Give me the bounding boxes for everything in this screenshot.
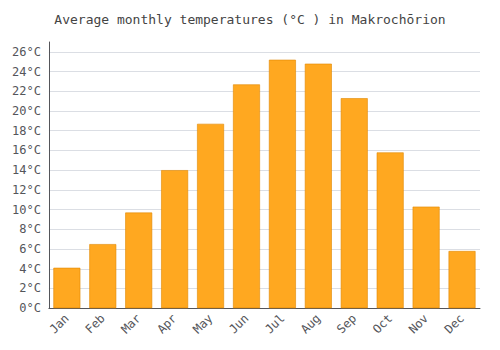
svg-text:Sep: Sep (334, 311, 359, 336)
svg-text:14°C: 14°C (12, 163, 41, 177)
svg-text:May: May (190, 311, 215, 336)
svg-text:2°C: 2°C (19, 281, 41, 295)
svg-text:Apr: Apr (154, 311, 179, 336)
svg-text:26°C: 26°C (12, 45, 41, 59)
svg-text:Jul: Jul (262, 311, 287, 336)
svg-text:6°C: 6°C (19, 242, 41, 256)
svg-text:22°C: 22°C (12, 84, 41, 98)
svg-text:20°C: 20°C (12, 104, 41, 118)
svg-text:4°C: 4°C (19, 262, 41, 276)
svg-text:Mar: Mar (118, 311, 143, 336)
svg-text:Feb: Feb (83, 311, 108, 336)
svg-text:Jun: Jun (226, 311, 251, 336)
svg-text:0°C: 0°C (19, 301, 41, 315)
svg-text:Nov: Nov (406, 311, 431, 336)
svg-text:Jan: Jan (47, 311, 72, 336)
svg-text:Average monthly temperatures (: Average monthly temperatures (°C ) in Ma… (54, 12, 445, 27)
svg-text:10°C: 10°C (12, 203, 41, 217)
svg-text:16°C: 16°C (12, 143, 41, 157)
svg-text:12°C: 12°C (12, 183, 41, 197)
svg-text:18°C: 18°C (12, 124, 41, 138)
svg-text:Aug: Aug (298, 311, 323, 336)
svg-text:Dec: Dec (442, 311, 467, 336)
svg-text:Oct: Oct (370, 311, 395, 336)
svg-text:24°C: 24°C (12, 65, 41, 79)
svg-text:8°C: 8°C (19, 222, 41, 236)
